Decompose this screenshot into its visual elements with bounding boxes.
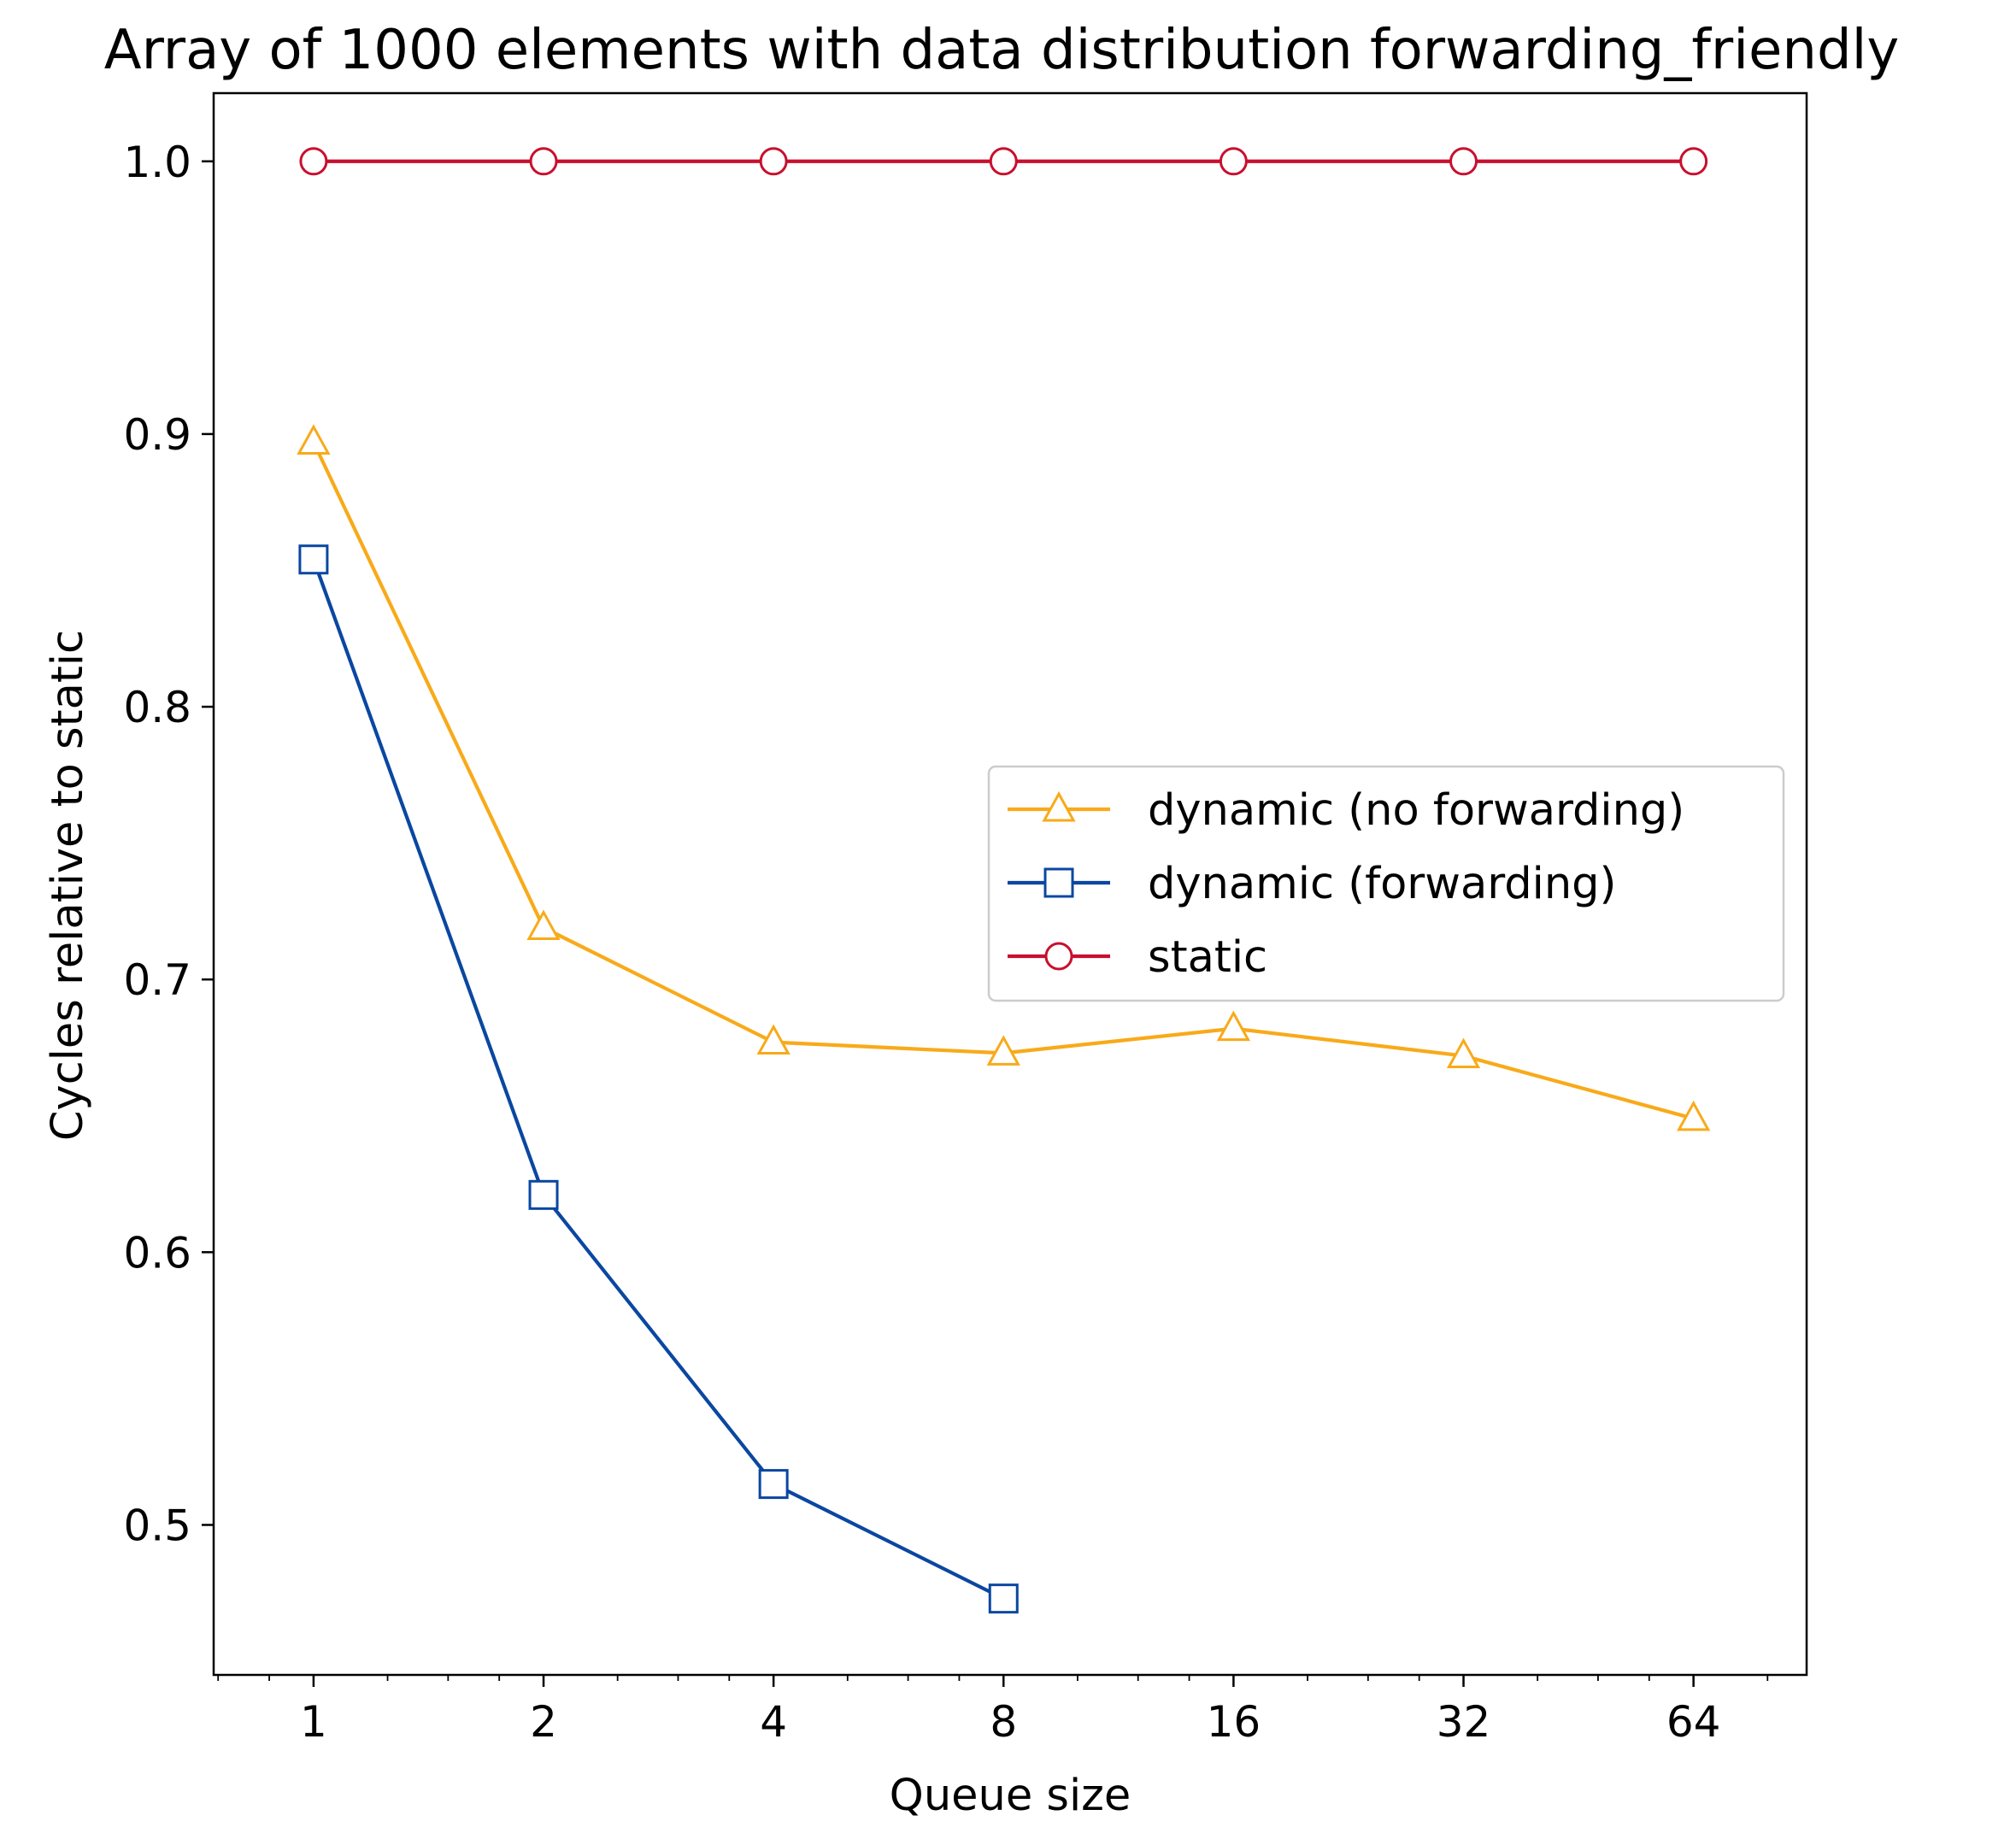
y-axis-label: Cycles relative to static xyxy=(43,630,93,1141)
data-point xyxy=(299,426,328,453)
data-point xyxy=(530,1181,557,1208)
data-point xyxy=(990,1585,1017,1613)
legend-marker xyxy=(1045,869,1073,896)
data-point xyxy=(990,149,1016,174)
data-point xyxy=(760,1471,787,1498)
data-point xyxy=(531,149,556,174)
chart-title: Array of 1000 elements with data distrib… xyxy=(104,19,1899,82)
y-tick-label: 1.0 xyxy=(123,138,191,187)
series-circle xyxy=(301,149,1707,174)
legend-marker xyxy=(1046,943,1072,969)
y-tick-label: 0.8 xyxy=(123,683,191,732)
data-point xyxy=(301,149,326,174)
x-tick-label: 16 xyxy=(1207,1697,1261,1747)
data-point xyxy=(761,149,786,174)
data-point xyxy=(1451,149,1477,174)
y-tick-label: 0.5 xyxy=(123,1501,191,1550)
data-point xyxy=(300,546,327,573)
x-tick-label: 8 xyxy=(990,1697,1017,1747)
x-tick-label: 2 xyxy=(530,1697,557,1747)
x-tick-label: 1 xyxy=(300,1697,327,1747)
legend-label: dynamic (no forwarding) xyxy=(1148,785,1684,836)
series-square xyxy=(300,546,1017,1613)
data-point xyxy=(529,913,558,939)
series-line xyxy=(314,560,1003,1599)
y-tick-label: 0.7 xyxy=(123,955,191,1005)
data-point xyxy=(1220,149,1246,174)
x-tick-label: 64 xyxy=(1666,1697,1721,1747)
y-tick-label: 0.9 xyxy=(123,410,191,460)
x-tick-label: 32 xyxy=(1437,1697,1491,1747)
legend-label: dynamic (forwarding) xyxy=(1148,859,1616,909)
legend: dynamic (no forwarding) dynamic (forwardi… xyxy=(989,767,1784,1001)
data-point xyxy=(759,1027,788,1054)
data-point xyxy=(1219,1013,1248,1040)
data-point xyxy=(1681,149,1707,174)
x-axis-label: Queue size xyxy=(890,1771,1131,1821)
x-tick-label: 4 xyxy=(760,1697,787,1747)
legend-label: static xyxy=(1148,932,1267,983)
y-tick-label: 0.6 xyxy=(123,1228,191,1278)
